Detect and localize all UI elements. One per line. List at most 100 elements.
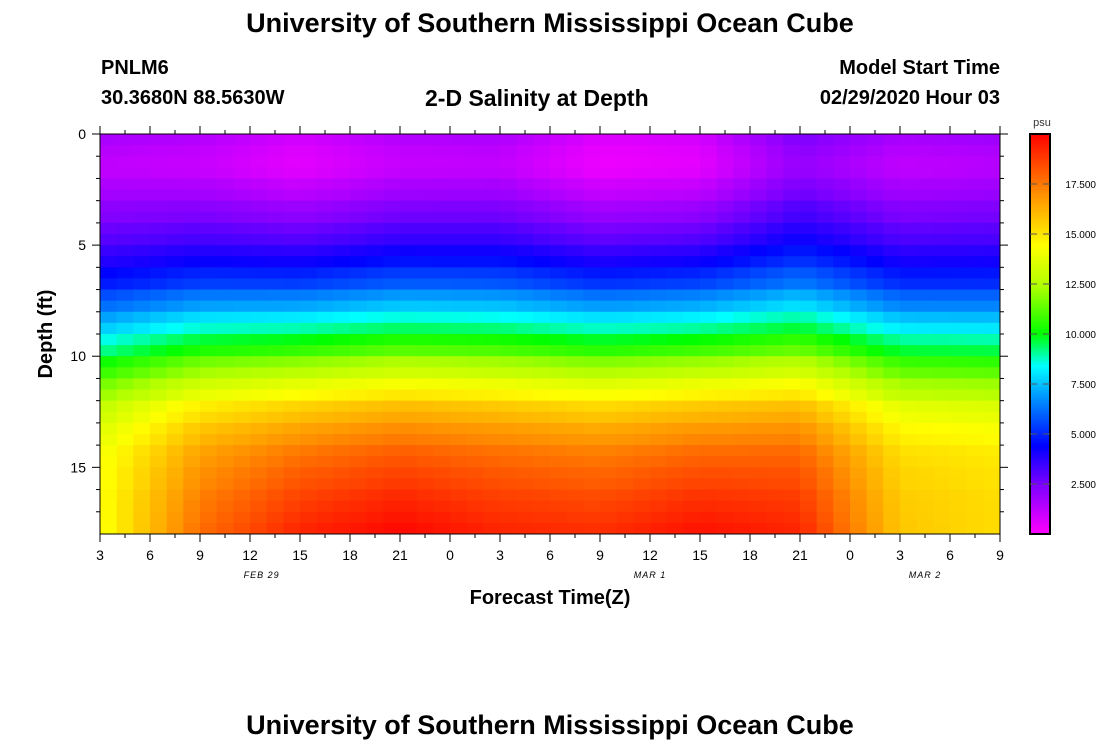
- heat-cell: [800, 211, 818, 224]
- heat-cell: [683, 322, 701, 335]
- heat-cell: [500, 134, 518, 146]
- heat-cell: [100, 378, 118, 391]
- heat-cell: [450, 156, 468, 168]
- heat-cell: [783, 489, 801, 502]
- heat-cell: [333, 500, 351, 513]
- heat-cell: [716, 134, 734, 146]
- heat-cell: [283, 200, 301, 213]
- heat-cell: [283, 245, 301, 257]
- heat-cell: [200, 289, 218, 302]
- heat-cell: [633, 367, 651, 380]
- heat-cell: [750, 322, 768, 335]
- heat-cell: [650, 422, 668, 435]
- heat-cell: [500, 489, 518, 502]
- heat-cell: [433, 145, 451, 157]
- heat-cell: [166, 134, 184, 146]
- heat-cell: [683, 400, 701, 413]
- heat-cell: [483, 267, 501, 280]
- heat-cell: [433, 134, 451, 146]
- heat-cell: [150, 278, 168, 291]
- heat-cell: [100, 178, 118, 191]
- heat-cell: [550, 167, 568, 180]
- heat-cell: [650, 234, 668, 246]
- heat-cell: [933, 434, 951, 446]
- heat-cell: [633, 500, 651, 513]
- heat-cell: [383, 522, 401, 534]
- heat-cell: [266, 245, 284, 257]
- heat-cell: [416, 356, 434, 368]
- heat-cell: [366, 467, 384, 480]
- heat-cell: [283, 145, 301, 157]
- heat-cell: [666, 522, 684, 534]
- heat-cell: [566, 256, 584, 268]
- heat-cell: [200, 500, 218, 513]
- heat-cell: [683, 178, 701, 191]
- heat-cell: [250, 478, 268, 491]
- heat-cell: [550, 145, 568, 157]
- heat-cell: [300, 189, 318, 202]
- heat-cell: [800, 500, 818, 513]
- heat-cell: [983, 456, 1000, 468]
- heat-cell: [183, 356, 201, 368]
- heat-cell: [350, 278, 368, 291]
- heat-cell: [116, 411, 134, 424]
- heat-cell: [433, 389, 451, 402]
- heat-cell: [683, 145, 701, 157]
- heat-cell: [366, 422, 384, 435]
- heat-cell: [583, 234, 601, 246]
- heat-cell: [183, 134, 201, 146]
- heat-cell: [883, 178, 901, 191]
- heat-cell: [283, 256, 301, 268]
- heat-cell: [516, 178, 534, 191]
- colorbar-tick-label: 2.500: [1071, 480, 1096, 491]
- heat-cell: [583, 200, 601, 213]
- heat-cell: [983, 500, 1000, 513]
- heat-cell: [650, 489, 668, 502]
- heat-cell: [250, 389, 268, 402]
- heat-cell: [100, 422, 118, 435]
- heat-cell: [516, 456, 534, 468]
- heat-cell: [933, 367, 951, 380]
- heat-cell: [850, 511, 868, 524]
- heat-cell: [750, 278, 768, 291]
- heat-cell: [916, 389, 934, 402]
- heat-cell: [383, 134, 401, 146]
- heat-cell: [733, 189, 751, 202]
- heat-cell: [533, 489, 551, 502]
- heat-cell: [466, 445, 484, 457]
- heat-cell: [783, 211, 801, 224]
- heat-cell: [583, 322, 601, 335]
- heat-cell: [583, 445, 601, 457]
- heat-cell: [266, 511, 284, 524]
- heat-cell: [433, 422, 451, 435]
- heat-cell: [316, 200, 334, 213]
- heat-cell: [833, 256, 851, 268]
- heat-cell: [950, 234, 968, 246]
- heat-cell: [983, 311, 1000, 324]
- heat-cell: [583, 389, 601, 402]
- heat-cell: [216, 378, 234, 391]
- heat-cell: [466, 300, 484, 313]
- heat-cell: [666, 400, 684, 413]
- heat-cell: [900, 489, 918, 502]
- heat-cell: [350, 134, 368, 146]
- heat-cell: [283, 134, 301, 146]
- heat-cell: [666, 378, 684, 391]
- heat-cell: [850, 167, 868, 180]
- heat-cell: [416, 478, 434, 491]
- heat-cell: [733, 478, 751, 491]
- heat-cell: [950, 489, 968, 502]
- heat-cell: [950, 156, 968, 168]
- heat-cell: [183, 478, 201, 491]
- heat-cell: [400, 467, 418, 480]
- heat-cell: [516, 200, 534, 213]
- heat-cell: [133, 367, 151, 380]
- heat-cell: [550, 311, 568, 324]
- heat-cell: [166, 256, 184, 268]
- heat-cell: [850, 411, 868, 424]
- heat-cell: [883, 322, 901, 335]
- heat-cell: [916, 434, 934, 446]
- heat-cell: [750, 267, 768, 280]
- heat-cell: [633, 156, 651, 168]
- heat-cell: [233, 156, 251, 168]
